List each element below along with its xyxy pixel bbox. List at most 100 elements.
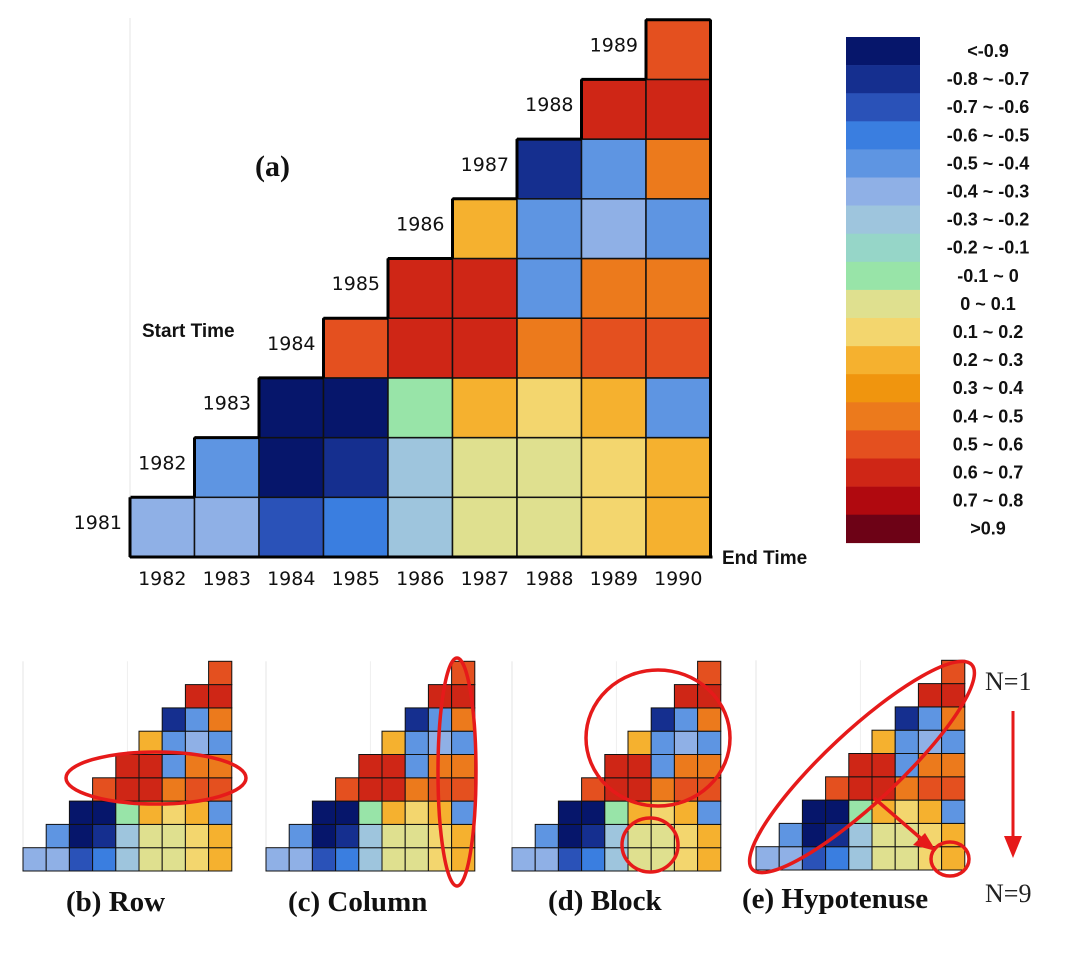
row-mini-cell-1981-1989 <box>184 847 210 872</box>
caption-e: (e) Hypotenuse <box>742 883 928 915</box>
hypotenuse-mini-cell-1984-1986 <box>848 776 873 801</box>
hypotenuse-mini-cell-1985-1990 <box>941 753 966 778</box>
hypotenuse-mini-cell-1981-1988 <box>894 846 919 871</box>
column-mini-cell-1982-1985 <box>335 823 360 849</box>
hypotenuse-mini-cell-1982-1987 <box>871 822 896 848</box>
legend-swatch <box>846 93 920 122</box>
column-mini-cell-1986-1990 <box>451 730 476 756</box>
heatmap-cell-1981-1989 <box>580 496 647 558</box>
hypotenuse-mini-cell-1984-1990 <box>941 776 966 801</box>
row-mini-cell-1982-1986 <box>115 823 140 849</box>
row-mini-cell-1985-1987 <box>138 754 163 779</box>
heatmap-cell-1989-1990 <box>645 18 712 81</box>
row-mini-cell-1984-1986 <box>115 777 140 802</box>
legend-swatch <box>846 289 920 319</box>
hypotenuse-mini-cell-1986-1987 <box>871 729 896 755</box>
legend-swatch <box>846 149 920 178</box>
legend-label: 0.3 ~ 0.4 <box>953 378 1024 398</box>
row-mini-cell-1986-1990 <box>208 730 233 756</box>
row-mini-cell-1984-1987 <box>138 777 163 802</box>
column-mini-cell-1982-1984 <box>311 823 337 849</box>
hypotenuse-mini-cell-1982-1983 <box>778 822 803 848</box>
heatmap-cell-1987-1990 <box>645 138 712 200</box>
column-mini-cell-1983-1986 <box>358 800 383 825</box>
heatmap-cell-1983-1990 <box>645 377 712 439</box>
hypotenuse-mini-cell-1984-1985 <box>825 776 850 801</box>
heatmap-cell-1983-1985 <box>322 377 389 439</box>
column-mini-cell-1984-1985 <box>335 777 360 802</box>
row-mini-cell-1981-1983 <box>45 847 70 872</box>
row-mini-cell-1982-1987 <box>138 823 163 849</box>
start-year-label: 1984 <box>267 333 315 355</box>
legend-label: 0.2 ~ 0.3 <box>953 350 1024 370</box>
heatmap-cell-1981-1984 <box>258 496 325 558</box>
block-mini-cell-1981-1990 <box>697 847 722 872</box>
column-mini-cell-1984-1986 <box>358 777 383 802</box>
row-mini-cell-1983-1989 <box>184 800 210 825</box>
heatmap-cell-1986-1989 <box>580 198 647 260</box>
row-mini-cell-1981-1984 <box>68 847 94 872</box>
heatmap-cell-1985-1987 <box>451 257 518 319</box>
column-mini-cell-1981-1987 <box>381 847 406 872</box>
column-mini-cell-1984-1987 <box>381 777 406 802</box>
block-mini-cell-1986-1988 <box>650 730 675 756</box>
heatmap-cell-1981-1985 <box>322 496 389 558</box>
column-mini-cell-1984-1988 <box>404 777 429 802</box>
block-mini-cell-1981-1982 <box>511 847 536 872</box>
start-year-label: 1982 <box>138 452 186 474</box>
heatmap-cell-1982-1988 <box>516 436 583 499</box>
legend-swatch <box>846 121 920 150</box>
row-mini-cell-1984-1988 <box>161 777 186 802</box>
legend-label: -0.4 ~ -0.3 <box>947 182 1030 202</box>
hypotenuse-mini-cell-1986-1988 <box>894 729 919 755</box>
legend-label: -0.3 ~ -0.2 <box>947 210 1030 230</box>
legend-swatch <box>846 37 920 66</box>
hypotenuse-mini-cell-1985-1987 <box>871 753 896 778</box>
column-mini-cell-1981-1985 <box>335 847 360 872</box>
x-axis-title: End Time <box>722 548 807 569</box>
heatmap-cell-1985-1988 <box>516 257 583 319</box>
hypotenuse-mini-cell-1981-1985 <box>825 846 850 871</box>
legend-swatch <box>846 402 920 431</box>
heatmap-cell-1986-1988 <box>516 198 583 260</box>
row-mini-cell-1983-1990 <box>208 800 233 825</box>
column-mini-cell-1983-1985 <box>335 800 360 825</box>
block-mini-cell-1982-1987 <box>627 823 652 849</box>
legend-label: -0.1 ~ 0 <box>957 266 1019 286</box>
start-year-label: 1983 <box>203 393 251 415</box>
color-legend: <-0.9 -0.8 ~ -0.7 -0.7 ~ -0.6 -0.6 ~ -0.5 -0… <box>846 37 1030 544</box>
column-mini-cell-1987-1988 <box>404 707 429 732</box>
heatmap-cell-1988-1990 <box>645 78 712 140</box>
legend-swatch <box>846 430 920 459</box>
column-mini-cell-1985-1988 <box>404 754 429 779</box>
hypotenuse-target-circle <box>929 840 971 878</box>
end-year-label: 1990 <box>654 568 702 590</box>
block-mini-cell-1983-1985 <box>581 800 606 825</box>
heatmap-cell-1983-1989 <box>580 377 647 439</box>
heatmap-cell-1982-1989 <box>580 436 647 499</box>
block-mini-cell-1988-1989 <box>673 684 699 709</box>
start-year-label: 1988 <box>525 94 573 116</box>
legend-swatch <box>846 346 920 375</box>
caption-d: (d) Block <box>548 885 662 917</box>
hypotenuse-mini-cell-1986-1990 <box>941 729 966 755</box>
start-year-label: 1985 <box>332 273 380 295</box>
block-mini-cell-1987-1990 <box>697 707 722 732</box>
column-mini-cell-1982-1988 <box>404 823 429 849</box>
column-mini-cell-1985-1989 <box>427 754 453 779</box>
hypotenuse-mini-cell-1981-1986 <box>848 846 873 871</box>
legend-swatch <box>846 233 920 263</box>
column-mini-cell-1982-1987 <box>381 823 406 849</box>
heatmap-cell-1981-1988 <box>516 496 583 558</box>
hypotenuse-mini-cell-1981-1982 <box>755 846 780 871</box>
block-mini-cell-1982-1985 <box>581 823 606 849</box>
row-mini-cell-1982-1983 <box>45 823 70 849</box>
mini-heatmap-block <box>511 660 722 872</box>
block-mini-cell-1986-1989 <box>673 730 699 756</box>
heatmap-cell-1984-1990 <box>645 317 712 379</box>
column-mini-cell-1982-1983 <box>288 823 313 849</box>
column-mini-cell-1981-1982 <box>265 847 290 872</box>
block-mini-cell-1987-1989 <box>673 707 699 732</box>
row-mini-cell-1981-1988 <box>161 847 186 872</box>
